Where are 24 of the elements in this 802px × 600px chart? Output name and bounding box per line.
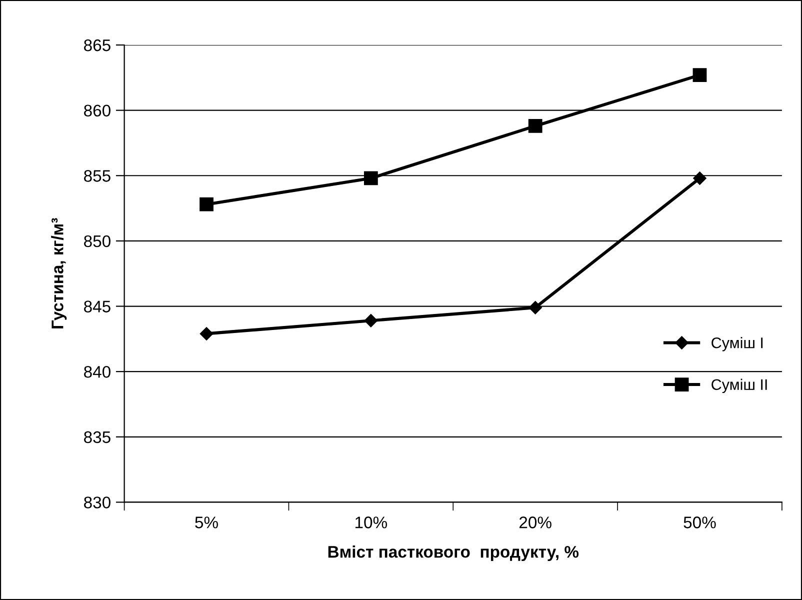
point <box>200 197 214 212</box>
x-tick-label: 50% <box>684 516 716 528</box>
x-tick-label: 5% <box>195 516 218 528</box>
y-tick-label: 850 <box>84 235 110 248</box>
y-tick-label: 865 <box>84 39 110 52</box>
y-axis-title: Густина, кг/м³ <box>51 218 67 328</box>
x-axis-title: Вміст пасткового продукту, % <box>328 546 579 562</box>
point <box>364 314 378 328</box>
point <box>364 171 378 186</box>
y-tick-label: 835 <box>84 431 110 444</box>
legend-label: Суміш II <box>712 378 767 394</box>
y-tick-label: 830 <box>84 496 110 508</box>
point <box>528 300 542 314</box>
y-tick-label: 855 <box>84 170 110 182</box>
x-tick-label: 20% <box>519 516 552 528</box>
point <box>528 119 542 133</box>
y-tick-label: 845 <box>84 300 110 312</box>
point <box>692 68 707 82</box>
y-tick-label: 840 <box>84 366 110 378</box>
y-tick-label: 860 <box>84 104 110 117</box>
point <box>693 172 706 185</box>
x-tick-label: 10% <box>356 516 388 528</box>
point <box>200 327 214 340</box>
legend-label: Суміш I <box>712 337 763 352</box>
